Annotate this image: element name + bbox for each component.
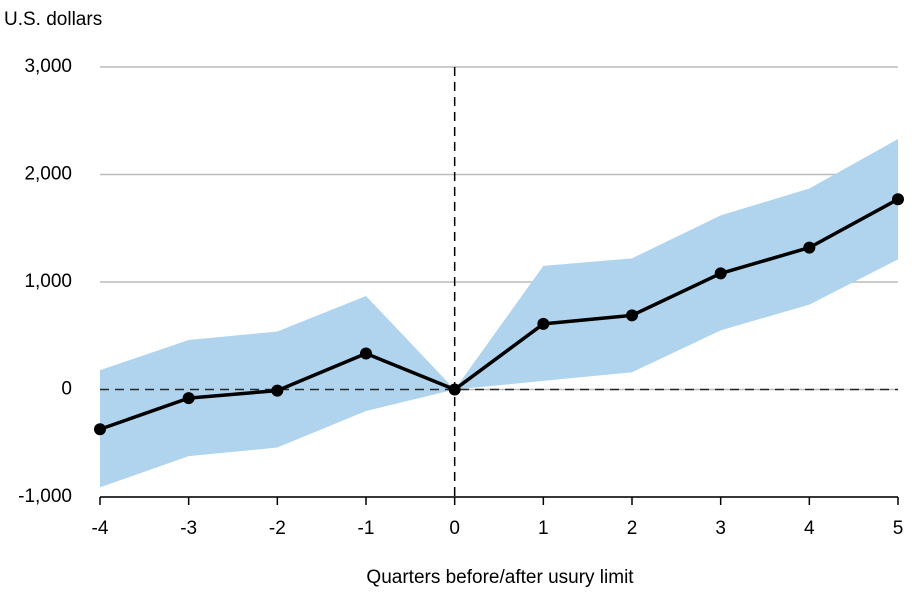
point bbox=[537, 317, 550, 330]
point bbox=[360, 347, 372, 360]
y-tick-label: -1,000 bbox=[18, 486, 72, 507]
x-tick-label: -2 bbox=[269, 518, 286, 539]
x-axis-title: Quarters before/after usury limit bbox=[366, 567, 634, 588]
y-tick-label: 1,000 bbox=[24, 271, 72, 292]
confidence-band bbox=[100, 139, 898, 488]
x-tick-label: 0 bbox=[449, 518, 460, 539]
y-tick-label: 0 bbox=[61, 379, 72, 400]
point bbox=[714, 267, 727, 280]
point bbox=[271, 384, 284, 397]
x-tick-label: -1 bbox=[358, 518, 375, 539]
x-tick-label: -3 bbox=[180, 518, 197, 539]
point bbox=[803, 241, 816, 254]
point bbox=[94, 423, 106, 436]
x-tick-label: -4 bbox=[92, 518, 109, 539]
y-tick-label: 3,000 bbox=[24, 56, 72, 77]
point bbox=[892, 193, 904, 206]
x-tick-label: 5 bbox=[893, 518, 904, 539]
x-tick-label: 3 bbox=[715, 518, 726, 539]
x-tick-label: 1 bbox=[538, 518, 549, 539]
point bbox=[182, 392, 195, 405]
x-tick-label: 4 bbox=[804, 518, 815, 539]
point bbox=[626, 309, 638, 322]
y-axis-title: U.S. dollars bbox=[4, 9, 102, 30]
y-tick-label: 2,000 bbox=[24, 164, 72, 185]
point bbox=[448, 383, 461, 396]
x-tick-label: 2 bbox=[627, 518, 638, 539]
series-line bbox=[99, 197, 899, 431]
